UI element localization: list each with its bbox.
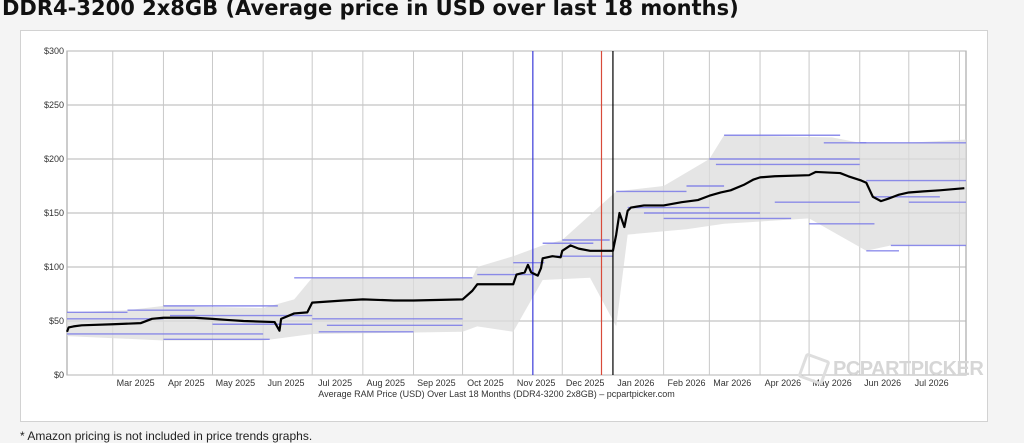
x-tick-label: Mar 2025	[117, 378, 155, 388]
pcpartpicker-watermark: PCPARTPICKER	[797, 352, 984, 386]
x-tick-label: Aug 2025	[366, 378, 405, 388]
x-tick-label: Apr 2026	[765, 378, 802, 388]
page-title: DDR4-3200 2x8GB (Average price in USD ov…	[2, 0, 739, 20]
average-price-line	[65, 170, 965, 333]
pcpartpicker-logo-icon	[797, 352, 831, 386]
y-tick-label: $150	[44, 208, 64, 218]
x-tick-label: Dec 2025	[566, 378, 605, 388]
x-tick-label: Apr 2025	[168, 378, 205, 388]
x-tick-label: Oct 2025	[467, 378, 504, 388]
y-tick-label: $200	[44, 154, 64, 164]
price-trend-chart: $0 $50 $100 $150 $200 $250 $300 Mar 2025 Apr 202…	[20, 30, 988, 422]
y-tick-label: $0	[54, 370, 64, 380]
x-tick-label: Nov 2025	[517, 378, 556, 388]
amazon-footnote: * Amazon pricing is not included in pric…	[20, 429, 313, 443]
x-tick-label: Feb 2026	[667, 378, 705, 388]
x-tick-label: May 2025	[216, 378, 256, 388]
x-tick-label: Sep 2025	[417, 378, 456, 388]
x-tick-label: May 2026	[812, 378, 852, 388]
y-tick-label: $250	[44, 100, 64, 110]
x-tick-label: Mar 2026	[713, 378, 751, 388]
chart-canvas: $0 $50 $100 $150 $200 $250 $300 Mar 2025 Apr 202…	[44, 46, 967, 399]
x-tick-label: Jun 2025	[268, 378, 305, 388]
y-tick-label: $300	[44, 46, 64, 56]
x-tick-label: Jul 2025	[318, 378, 352, 388]
watermark-text: PCPARTPICKER	[833, 357, 984, 380]
y-tick-label: $50	[49, 316, 64, 326]
y-tick-label: $100	[44, 262, 64, 272]
x-axis-label: Average RAM Price (USD) Over Last 18 Mon…	[318, 389, 674, 399]
x-tick-label: Jun 2026	[864, 378, 901, 388]
x-tick-label: Jan 2026	[617, 378, 654, 388]
x-tick-label: Jul 2026	[915, 378, 949, 388]
